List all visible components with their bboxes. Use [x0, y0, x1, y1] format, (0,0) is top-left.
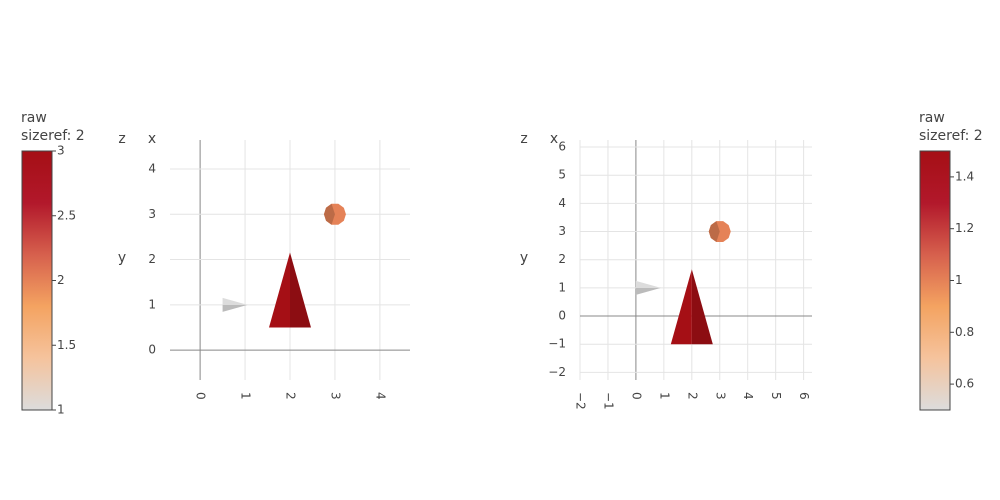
colorbar-title: sizeref: 2 [919, 128, 983, 144]
x-tick-label: 1 [657, 392, 671, 400]
colorbar-tick-label: 2 [57, 273, 65, 287]
cone-side [290, 252, 311, 328]
x-tick-label: 1 [239, 392, 253, 400]
y-tick-label: 0 [148, 343, 156, 357]
y-tick-label: 2 [558, 252, 566, 266]
cone-side [222, 304, 248, 312]
cone-side [670, 269, 692, 345]
cone [323, 203, 346, 225]
y-tick-label: 1 [558, 280, 566, 294]
scene: 0 1 2 3 4 0 1 2 3 4 z x y [118, 131, 410, 400]
cone-side [222, 297, 248, 305]
cone-side [635, 287, 661, 295]
y-tick-label: −1 [548, 337, 566, 351]
y-tick-label: 2 [148, 252, 156, 266]
y-tick-label: 6 [558, 140, 566, 154]
cone-side [269, 252, 290, 328]
z-axis-title: z [118, 131, 125, 147]
colorbar-title: sizeref: 2 [21, 128, 85, 144]
colorbar [919, 150, 951, 411]
cone [670, 269, 713, 345]
colorbar-tick-label: 3 [57, 144, 65, 158]
colorbar-tick-label: 1 [57, 403, 65, 417]
x-tick-label: 0 [629, 392, 643, 400]
colorbar-title: raw [919, 110, 945, 126]
x-tick-label: 3 [713, 392, 727, 400]
x-tick-label: 4 [373, 392, 387, 400]
x-axis-title: x [148, 131, 156, 147]
x-tick-label: 0 [194, 392, 208, 400]
x-tick-label: 3 [328, 392, 342, 400]
y-tick-label: 4 [148, 161, 156, 175]
x-tick-label: 2 [685, 392, 699, 400]
colorbar-tick-label: 2.5 [57, 208, 76, 222]
x-tick-label: 6 [797, 392, 811, 400]
colorbar-title: raw [21, 110, 47, 126]
y-tick-label: 3 [558, 224, 566, 238]
cone-side [635, 280, 661, 288]
z-axis-title: z [520, 131, 527, 147]
x-tick-label: 5 [769, 392, 783, 400]
cone [708, 221, 731, 243]
y-tick-label: 0 [558, 309, 566, 323]
scene: −2 −1 0 1 2 3 4 5 6 −2 −1 0 1 2 3 4 5 6 z x y [520, 131, 812, 410]
cone [222, 297, 248, 312]
cone-shade [323, 203, 335, 225]
x-tick-label: −1 [601, 392, 615, 410]
y-axis-title: y [118, 250, 126, 266]
colorbar-tick-label: 1.5 [57, 338, 76, 352]
y-tick-label: 5 [558, 168, 566, 182]
y-tick-label: −2 [548, 365, 566, 379]
cone [269, 252, 311, 328]
y-tick-label: 4 [558, 196, 566, 210]
y-tick-label: 3 [148, 207, 156, 221]
x-tick-label: 2 [284, 392, 298, 400]
x-tick-label: −2 [574, 392, 588, 410]
colorbar-tick-label: 1.4 [955, 169, 974, 183]
cone-shade [708, 221, 720, 243]
colorbar-tick-label: 1.2 [955, 221, 974, 235]
colorbar-tick-label: 1 [955, 273, 963, 287]
cone-side [691, 269, 713, 345]
colorbar-tick-label: 0.8 [955, 325, 974, 339]
colorbar [21, 150, 53, 411]
y-axis-title: y [520, 250, 528, 266]
x-axis-title: x [550, 131, 558, 147]
cone [635, 280, 661, 295]
x-tick-label: 4 [741, 392, 755, 400]
colorbar-tick-label: 0.6 [955, 377, 974, 391]
y-tick-label: 1 [148, 297, 156, 311]
